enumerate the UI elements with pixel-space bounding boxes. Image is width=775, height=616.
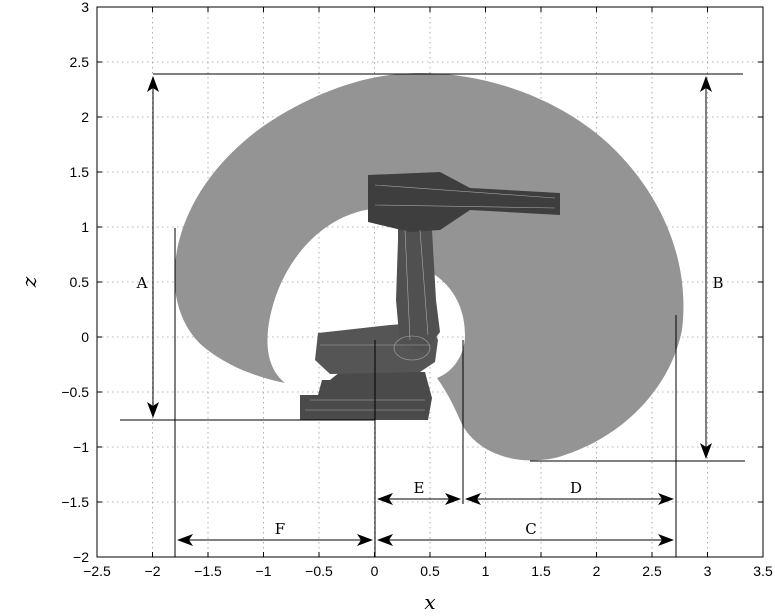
robot-base	[300, 372, 432, 420]
y-tick-label: −1	[73, 439, 89, 455]
y-tick-label: −0.5	[61, 384, 89, 400]
x-tick-label: −1.5	[194, 563, 222, 579]
y-tick-label: 2	[81, 109, 89, 125]
x-tick-label: 3	[704, 563, 712, 579]
dim-label-F: F	[275, 520, 285, 538]
y-tick-label: 1	[81, 219, 89, 235]
robot-upper-arm	[368, 172, 560, 232]
x-tick-label: 0	[371, 563, 379, 579]
robot-lower-arm	[396, 205, 440, 352]
dim-label-C: C	[525, 520, 536, 538]
x-tick-label: 2	[593, 563, 601, 579]
x-tick-label: 2.5	[642, 563, 662, 579]
y-tick-label: 2.5	[70, 54, 90, 70]
y-tick-label: −1.5	[61, 494, 89, 510]
x-tick-label: −2.5	[83, 563, 111, 579]
y-tick-label: 3	[81, 0, 89, 15]
robot-silhouette	[300, 172, 560, 420]
dimension-lines	[120, 73, 745, 557]
y-axis-label: z	[17, 276, 41, 288]
x-tick-label: 1.5	[531, 563, 551, 579]
x-tick-label: −2	[145, 563, 161, 579]
x-tick-label: −1	[256, 563, 272, 579]
y-tick-label: 1.5	[70, 164, 90, 180]
x-tick-label: 1	[482, 563, 490, 579]
x-tick-label: 3.5	[753, 563, 773, 579]
dim-label-B: B	[712, 274, 723, 292]
y-tick-label: −2	[73, 549, 89, 565]
x-axis-label: x	[424, 590, 435, 614]
y-tick-label: 0.5	[70, 274, 90, 290]
axis-ticks: −2.5 −2 −1.5 −1 −0.5 0 0.5 1 1.5 2 2.5 3 3.5−2−1.5−1…	[61, 0, 773, 579]
x-tick-label: 0.5	[420, 563, 440, 579]
dim-label-D: D	[570, 479, 582, 497]
y-tick-label: 0	[81, 329, 89, 345]
dim-label-E: E	[414, 479, 425, 497]
x-tick-label: −0.5	[305, 563, 333, 579]
dim-label-A: A	[136, 274, 148, 292]
arrowheads	[147, 76, 712, 546]
